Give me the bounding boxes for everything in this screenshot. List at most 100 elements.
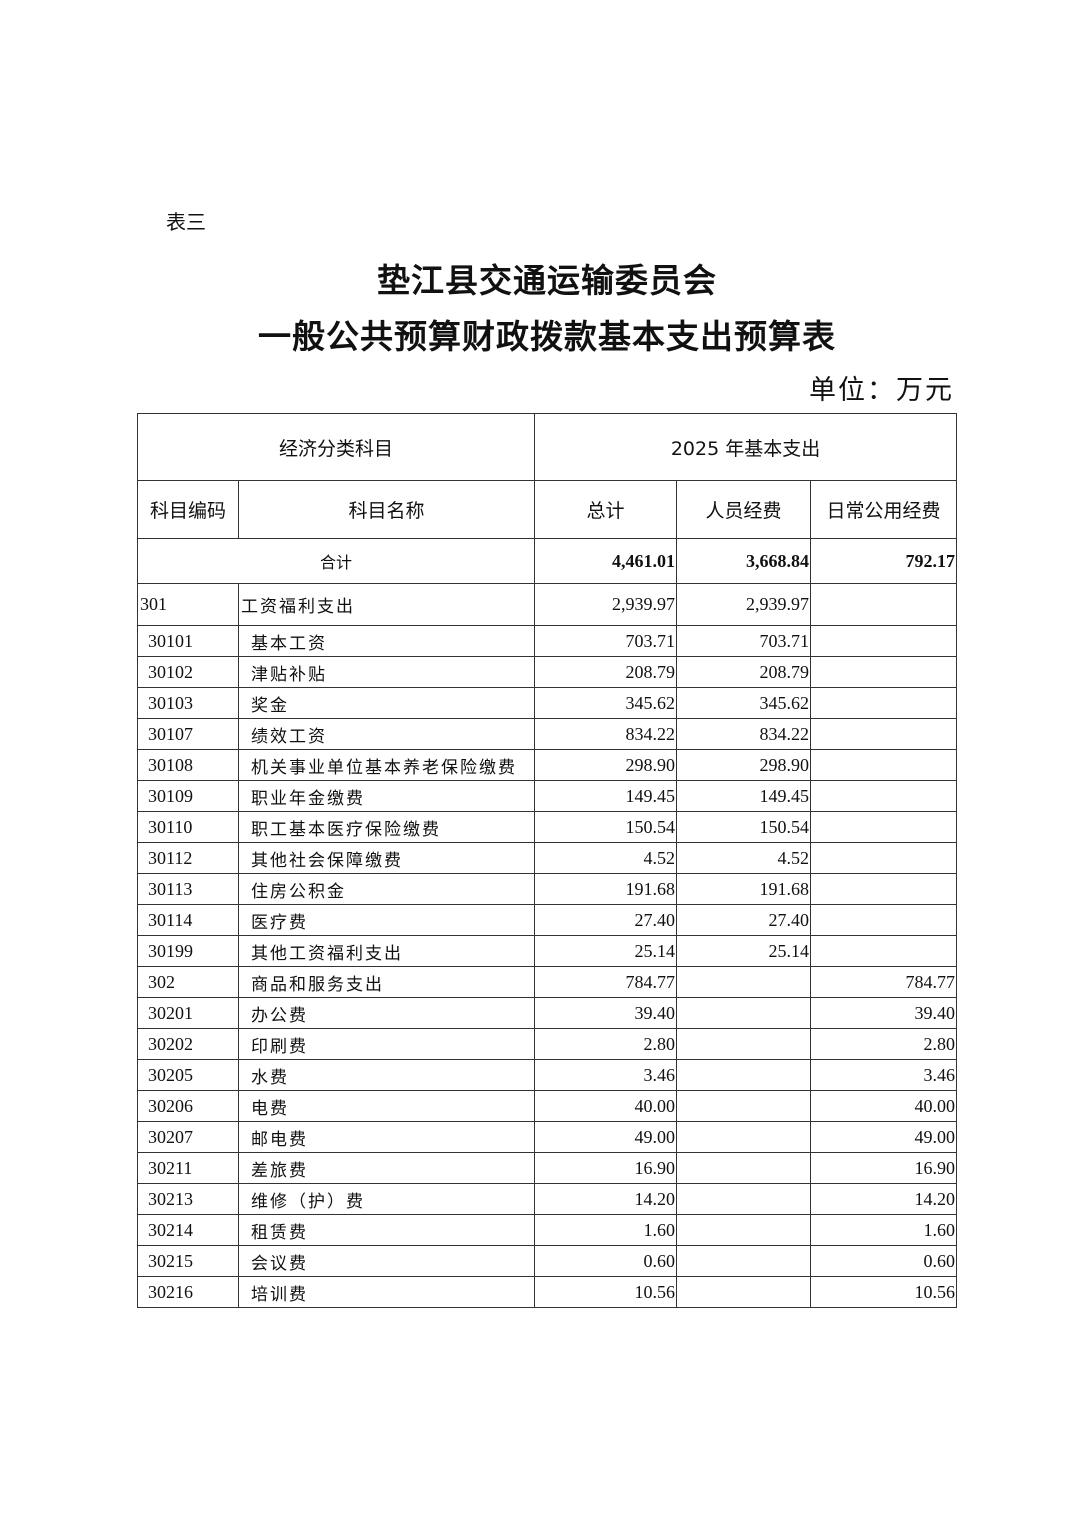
row-total: 0.60 [534,1245,678,1277]
row-total: 208.79 [534,656,678,688]
row-code: 30211 [137,1152,239,1184]
row-personnel [676,1245,812,1277]
row-total: 27.40 [534,904,678,936]
table-row: 30114 医疗费 27.40 27.40 [137,904,958,936]
row-total: 191.68 [534,873,678,905]
row-name: 住房公积金 [237,873,536,905]
row-name: 机关事业单位基本养老保险缴费 [237,749,536,781]
row-personnel: 25.14 [676,935,812,967]
row-public: 39.40 [810,997,958,1029]
row-name: 津贴补贴 [237,656,536,688]
row-name: 绩效工资 [237,718,536,750]
row-name: 商品和服务支出 [237,966,536,998]
row-name: 水费 [237,1059,536,1091]
title-line-2: 一般公共预算财政拨款基本支出预算表 [258,317,836,356]
table-row: 30215 会议费 0.60 0.60 [137,1245,958,1277]
table-row: 30213 维修（护）费 14.20 14.20 [137,1183,958,1215]
row-name: 基本工资 [237,625,536,657]
table-number-label: 表三 [166,210,206,234]
row-code: 30213 [137,1183,239,1215]
row-code: 30216 [137,1276,239,1308]
row-public [810,749,958,781]
header-name: 科目名称 [237,480,536,539]
row-personnel [676,1059,812,1091]
row-public: 49.00 [810,1121,958,1153]
row-public: 2.80 [810,1028,958,1060]
row-name: 租赁费 [237,1214,536,1246]
row-code: 302 [137,966,239,998]
row-public: 40.00 [810,1090,958,1122]
row-personnel: 4.52 [676,842,812,874]
row-total: 298.90 [534,749,678,781]
table-row: 30113 住房公积金 191.68 191.68 [137,873,958,905]
table-row: 302 商品和服务支出 784.77 784.77 [137,966,958,998]
table-row: 30112 其他社会保障缴费 4.52 4.52 [137,842,958,874]
row-personnel [676,1276,812,1308]
row-code: 30202 [137,1028,239,1060]
row-name: 医疗费 [237,904,536,936]
row-public: 3.46 [810,1059,958,1091]
total-sum: 4,461.01 [534,538,678,584]
row-total: 16.90 [534,1152,678,1184]
table-row: 30199 其他工资福利支出 25.14 25.14 [137,935,958,967]
row-name: 维修（护）费 [237,1183,536,1215]
row-total: 2,939.97 [534,583,678,626]
total-row: 合计 4,461.01 3,668.84 792.17 [136,538,958,584]
row-code: 30207 [137,1121,239,1153]
unit-label: 单位：万元 [809,375,954,406]
row-public [810,656,958,688]
row-public [810,625,958,657]
header-columns-row: 科目编码 科目名称 总计 人员经费 日常公用经费 [137,480,958,539]
row-public [810,935,958,967]
table-row: 30205 水费 3.46 3.46 [137,1059,958,1091]
header-economic-category: 经济分类科目 [136,413,536,481]
row-code: 301 [137,583,239,626]
row-public: 784.77 [810,966,958,998]
row-name: 邮电费 [237,1121,536,1153]
row-total: 703.71 [534,625,678,657]
header-group-row: 经济分类科目 2025 年基本支出 [136,413,958,481]
row-total: 3.46 [534,1059,678,1091]
row-code: 30205 [137,1059,239,1091]
row-total: 14.20 [534,1183,678,1215]
table-row: 30211 差旅费 16.90 16.90 [137,1152,958,1184]
table-row: 30107 绩效工资 834.22 834.22 [137,718,958,750]
row-code: 30108 [137,749,239,781]
row-name: 工资福利支出 [237,583,536,626]
row-personnel: 703.71 [676,625,812,657]
row-code: 30101 [137,625,239,657]
header-public: 日常公用经费 [810,480,958,539]
row-total: 10.56 [534,1276,678,1308]
row-name: 职工基本医疗保险缴费 [237,811,536,843]
table-row: 30110 职工基本医疗保险缴费 150.54 150.54 [137,811,958,843]
row-personnel: 345.62 [676,687,812,719]
row-public [810,718,958,750]
header-personnel: 人员经费 [676,480,812,539]
row-personnel: 298.90 [676,749,812,781]
row-personnel: 208.79 [676,656,812,688]
row-personnel [676,966,812,998]
table-row: 30201 办公费 39.40 39.40 [137,997,958,1029]
row-personnel [676,1028,812,1060]
row-personnel: 2,939.97 [676,583,812,626]
row-personnel [676,1214,812,1246]
row-personnel: 27.40 [676,904,812,936]
row-total: 784.77 [534,966,678,998]
row-personnel: 834.22 [676,718,812,750]
row-name: 电费 [237,1090,536,1122]
total-personnel: 3,668.84 [676,538,812,584]
row-public: 10.56 [810,1276,958,1308]
row-personnel [676,997,812,1029]
row-personnel [676,1152,812,1184]
row-total: 1.60 [534,1214,678,1246]
row-personnel [676,1090,812,1122]
row-public: 0.60 [810,1245,958,1277]
row-public [810,904,958,936]
row-name: 其他社会保障缴费 [237,842,536,874]
row-code: 30214 [137,1214,239,1246]
row-code: 30110 [137,811,239,843]
row-total: 40.00 [534,1090,678,1122]
total-public: 792.17 [810,538,958,584]
table-row: 30109 职业年金缴费 149.45 149.45 [137,780,958,812]
row-public [810,842,958,874]
